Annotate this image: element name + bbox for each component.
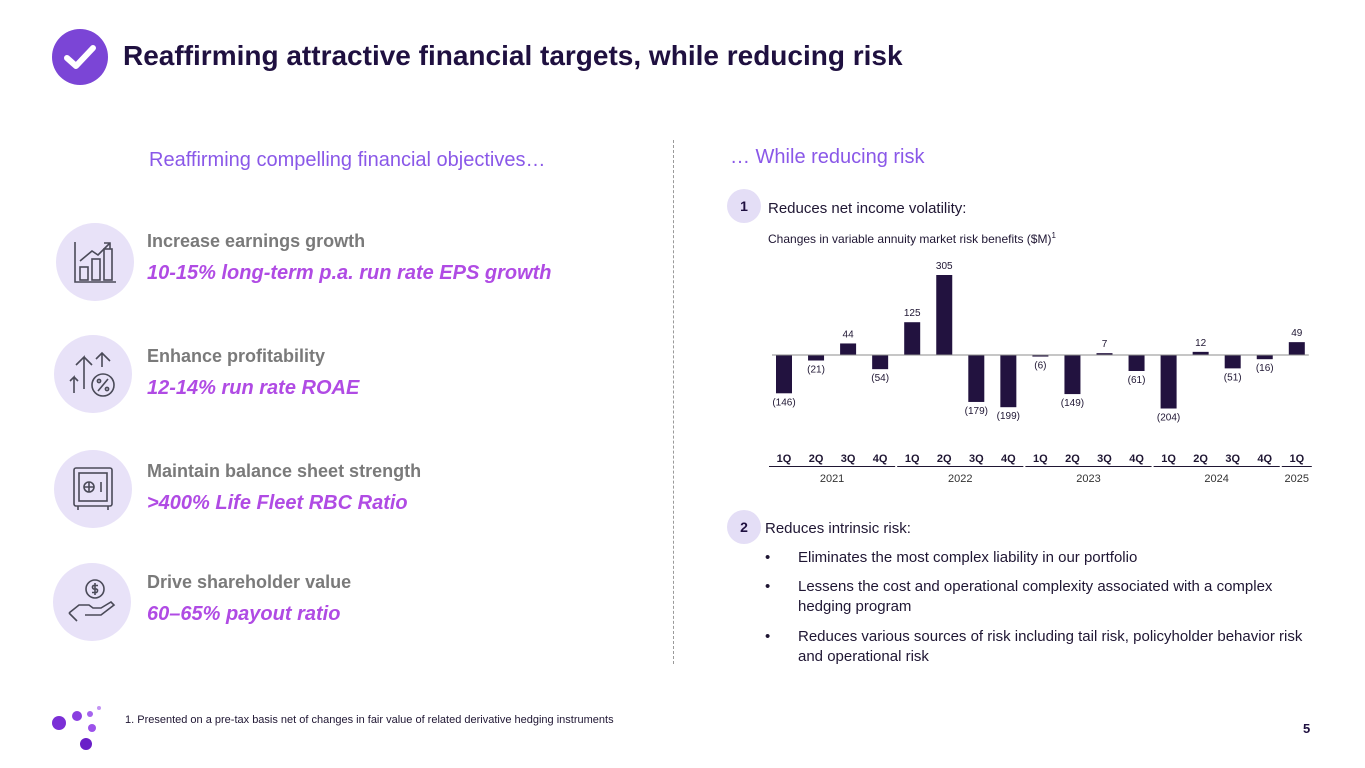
chart-bar — [1224, 355, 1241, 369]
point-number-badge: 2 — [727, 510, 761, 544]
objective-value: 10-15% long-term p.a. run rate EPS growt… — [147, 262, 552, 284]
chart-year-label: 2021 — [820, 473, 844, 485]
chart-quarter-label: 2Q — [937, 453, 952, 465]
bullet-icon: • — [765, 628, 771, 645]
chart-data-label: (204) — [1157, 413, 1180, 424]
chart-bar — [1096, 353, 1113, 355]
chart-quarter-label: 4Q — [1257, 453, 1272, 465]
chart-bar — [1288, 342, 1305, 355]
chart-quarter-label: 3Q — [969, 453, 984, 465]
objective-title: Increase earnings growth — [147, 231, 366, 251]
chart-quarter-label: 1Q — [1033, 453, 1048, 465]
chart-quarter-label: 2Q — [1193, 453, 1208, 465]
chart-data-label: (199) — [997, 411, 1020, 422]
objective-value: >400% Life Fleet RBC Ratio — [147, 492, 408, 514]
chart-data-label: (51) — [1224, 372, 1242, 383]
chart-data-label: (21) — [807, 365, 825, 376]
chart-data-label: (179) — [965, 406, 988, 417]
chart-quarter-label: 4Q — [1129, 453, 1144, 465]
chart-bar — [1032, 355, 1049, 357]
chart-bar — [808, 355, 825, 361]
chart-data-label: 305 — [936, 261, 953, 272]
chart-data-label: 12 — [1195, 338, 1207, 349]
checkmark-icon — [52, 29, 108, 85]
page-number: 5 — [1303, 721, 1311, 736]
left-section-heading: Reaffirming compelling financial objecti… — [149, 149, 546, 171]
objective-title: Drive shareholder value — [147, 572, 352, 592]
chart-data-label: (16) — [1256, 363, 1274, 374]
bullet-text: Lessens the cost and operational complex… — [798, 578, 1273, 615]
chart-year-label: 2024 — [1204, 473, 1228, 485]
chart-bar — [936, 275, 953, 355]
objective-value: 60–65% payout ratio — [147, 603, 341, 625]
chart-quarter-label: 2Q — [809, 453, 824, 465]
chart-value-labels: (146) (21) 44 (54) 125 305 (179) (199) (6) (149) 7… — [772, 261, 1302, 424]
chart-bar — [1160, 355, 1177, 409]
bullet-icon: • — [765, 549, 771, 566]
va-market-risk-bar-chart: (146) (21) 44 (54) 125 305 (179) (199) (6) (149) 7… — [769, 261, 1312, 485]
chart-quarter-label: 3Q — [1225, 453, 1240, 465]
chart-data-label: 49 — [1291, 328, 1303, 339]
dots-logo-icon — [48, 702, 108, 757]
chart-bar — [1128, 355, 1145, 371]
chart-year-label: 2022 — [948, 473, 972, 485]
chart-data-label: (149) — [1061, 398, 1084, 409]
chart-bar — [1000, 355, 1017, 408]
chart-bar — [904, 322, 921, 355]
chart-bar — [872, 355, 889, 370]
chart-quarter-label: 1Q — [1161, 453, 1176, 465]
chart-data-label: (146) — [772, 397, 795, 408]
chart-data-label: 125 — [904, 308, 921, 319]
point-label: Reduces intrinsic risk: — [765, 520, 911, 537]
safe-icon — [54, 450, 132, 528]
right-section-heading: … While reducing risk — [730, 146, 925, 168]
bar-chart-growth-icon — [56, 223, 134, 301]
chart-bar — [1064, 355, 1081, 395]
chart-category-axis: 1Q 2Q 3Q 4Q 1Q 2Q 3Q 4Q 1Q 2Q 3Q 4Q 1Q 2Q 3Q 4Q 1Q 2021 20… — [769, 453, 1312, 485]
footnote: 1. Presented on a pre-tax basis net of c… — [125, 714, 614, 726]
chart-bar — [1192, 351, 1209, 355]
column-divider — [673, 140, 674, 664]
chart-data-label: (61) — [1128, 375, 1146, 386]
objective-title: Maintain balance sheet strength — [147, 461, 422, 481]
objective-title: Enhance profitability — [147, 346, 326, 366]
point-label: Reduces net income volatility: — [768, 200, 967, 217]
chart-bar — [1256, 355, 1273, 360]
chart-data-label: (54) — [871, 373, 889, 384]
chart-year-label: 2023 — [1076, 473, 1100, 485]
chart-subtitle: Changes in variable annuity market risk … — [768, 231, 1056, 246]
chart-quarter-label: 4Q — [1001, 453, 1016, 465]
page-title: Reaffirming attractive financial targets… — [123, 40, 903, 71]
objective-value: 12-14% run rate ROAE — [147, 377, 360, 399]
chart-quarter-label: 1Q — [777, 453, 792, 465]
bullet-text: Eliminates the most complex liability in… — [798, 549, 1138, 566]
chart-year-label: 2025 — [1285, 473, 1309, 485]
chart-bar — [776, 355, 792, 394]
chart-quarter-label: 1Q — [1289, 453, 1304, 465]
chart-quarter-label: 3Q — [1097, 453, 1112, 465]
chart-bar — [840, 343, 857, 355]
point-number-badge: 1 — [727, 189, 761, 223]
bullet-icon: • — [765, 578, 771, 595]
chart-quarter-label: 1Q — [905, 453, 920, 465]
chart-quarter-label: 3Q — [841, 453, 856, 465]
chart-bar — [968, 355, 985, 402]
chart-data-label: 44 — [843, 329, 855, 340]
chart-data-label: 7 — [1102, 339, 1108, 350]
chart-quarter-label: 4Q — [873, 453, 888, 465]
hand-coin-icon — [53, 563, 131, 641]
chart-data-label: (6) — [1034, 361, 1046, 372]
arrows-percent-icon — [54, 335, 132, 413]
chart-quarter-label: 2Q — [1065, 453, 1080, 465]
bullet-text: Reduces various sources of risk includin… — [798, 628, 1303, 665]
chart-bars — [776, 275, 1305, 409]
